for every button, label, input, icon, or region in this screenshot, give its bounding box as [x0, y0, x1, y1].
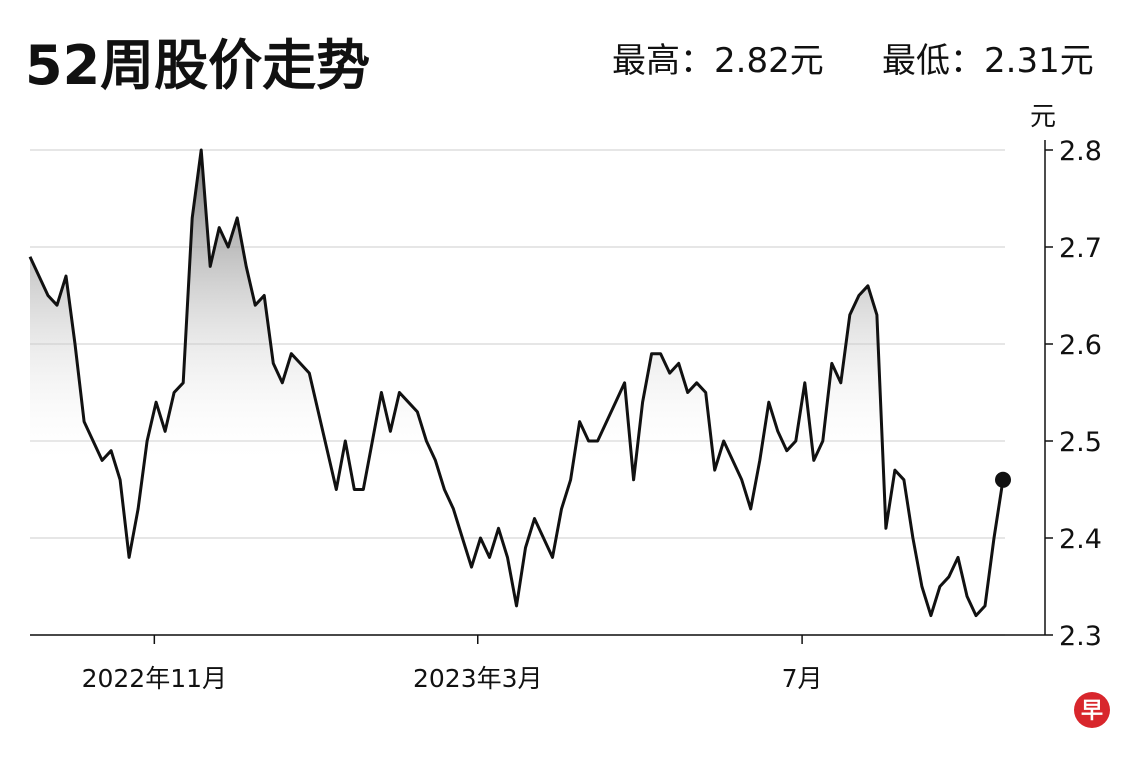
x-tick-label: 7月: [782, 664, 823, 693]
logo-text: 早: [1081, 699, 1103, 724]
logo-badge: [1074, 692, 1110, 728]
y-tick-label: 2.4: [1059, 524, 1102, 555]
chart-title: 52周股价走势: [25, 34, 370, 97]
y-tick-label: 2.6: [1059, 330, 1102, 361]
y-tick-label: 2.7: [1059, 233, 1102, 264]
y-tick-label: 2.8: [1059, 136, 1102, 167]
end-marker: [995, 471, 1011, 488]
high-annotation: 最高：2.82元: [612, 41, 824, 81]
y-axis-unit: 元: [1030, 102, 1056, 132]
y-tick-label: 2.5: [1059, 427, 1102, 458]
line: [28, 148, 1005, 618]
x-tick-label: 2022年11月: [82, 664, 227, 693]
x-tick-label: 2023年3月: [413, 664, 543, 693]
y-tick-label: 2.3: [1059, 621, 1102, 652]
area: [30, 150, 1003, 635]
low-annotation: 最低：2.31元: [882, 41, 1094, 81]
